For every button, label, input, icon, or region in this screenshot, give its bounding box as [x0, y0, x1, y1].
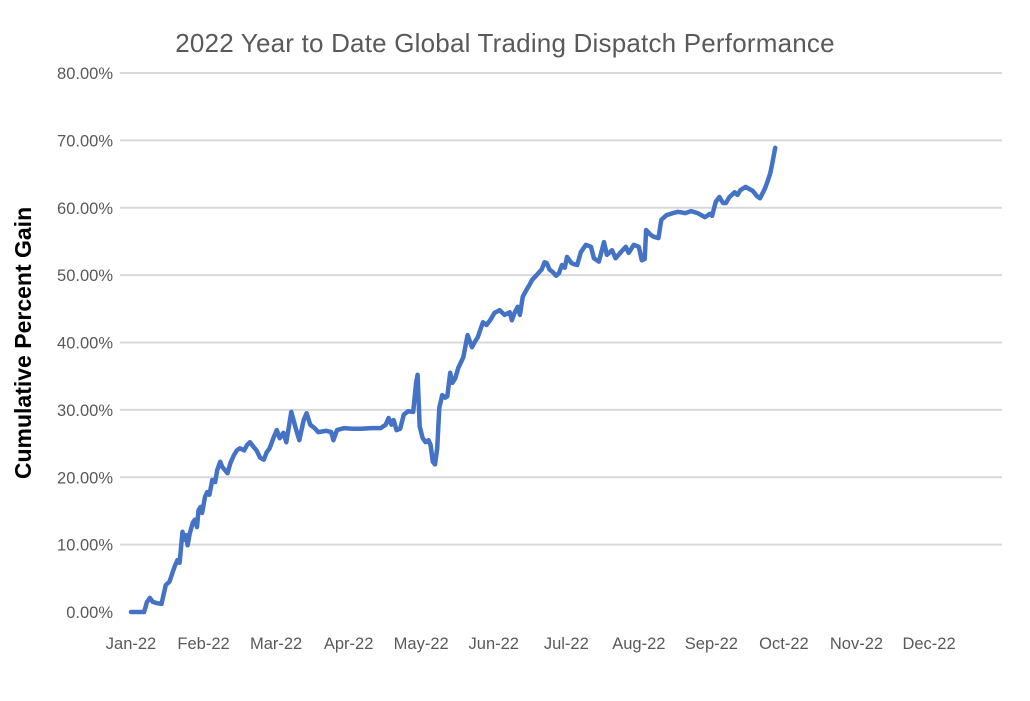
y-tick-label: 70.00% [57, 132, 113, 150]
x-tick-label: Sep-22 [685, 635, 738, 653]
y-tick-label: 30.00% [57, 402, 113, 420]
x-tick-label: Nov-22 [830, 635, 883, 653]
x-tick-label: Jan-22 [106, 635, 156, 653]
x-tick-label: Jun-22 [469, 635, 519, 653]
x-tick-label: May-22 [394, 635, 449, 653]
x-tick-label: Feb-22 [177, 635, 229, 653]
y-tick-label: 10.00% [57, 537, 113, 555]
x-tick-label: Oct-22 [759, 635, 809, 653]
x-tick-label: Aug-22 [612, 635, 665, 653]
x-tick-label: Apr-22 [324, 635, 374, 653]
x-tick-label: Mar-22 [250, 635, 302, 653]
y-tick-label: 80.00% [57, 65, 113, 83]
y-tick-label: 40.00% [57, 335, 113, 353]
y-tick-label: 20.00% [57, 469, 113, 487]
chart-title: 2022 Year to Date Global Trading Dispatc… [175, 28, 835, 58]
x-tick-label: Dec-22 [902, 635, 955, 653]
x-tick-label: Jul-22 [544, 635, 589, 653]
y-tick-label: 0.00% [66, 604, 113, 622]
y-tick-label: 60.00% [57, 200, 113, 218]
y-tick-label: 50.00% [57, 267, 113, 285]
performance-line [128, 145, 778, 615]
